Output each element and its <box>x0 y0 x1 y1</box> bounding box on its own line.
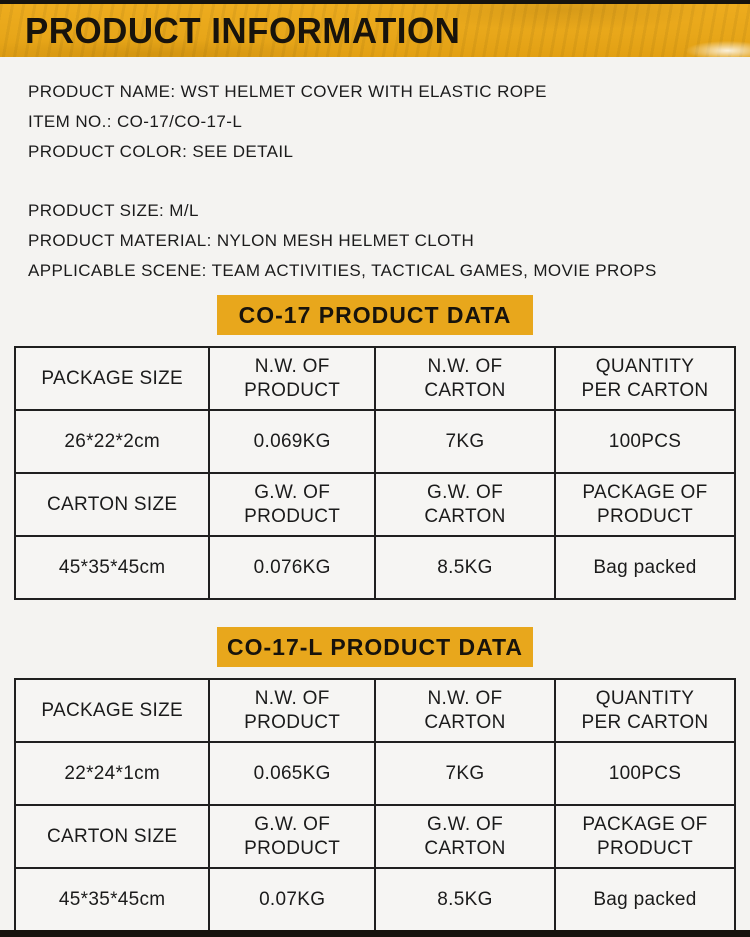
product-data-sections: CO-17 PRODUCT DATA PACKAGE SIZE N.W. OF PR… <box>0 295 750 932</box>
page-header: PRODUCT INFORMATION <box>0 4 750 57</box>
table-cell: 7KG <box>373 741 556 806</box>
table-cell: G.W. OF CARTON <box>373 472 556 537</box>
table-cell: 45*35*45cm <box>13 535 211 600</box>
table-cell: 8.5KG <box>373 867 556 932</box>
info-line-product-size: PRODUCT SIZE: M/L <box>28 201 199 220</box>
table-row: PACKAGE SIZE N.W. OF PRODUCT N.W. OF CARTO… <box>13 678 737 743</box>
table-cell: G.W. OF PRODUCT <box>208 804 376 869</box>
table-cell: Bag packed <box>553 535 737 600</box>
table-row: PACKAGE SIZE N.W. OF PRODUCT N.W. OF CARTO… <box>13 346 737 411</box>
info-line-product-color: PRODUCT COLOR: SEE DETAIL <box>28 142 294 161</box>
table-row: 45*35*45cm 0.076KG 8.5KG Bag packed <box>13 535 737 600</box>
page-title: PRODUCT INFORMATION <box>25 9 461 51</box>
table-cell: CARTON SIZE <box>13 472 211 537</box>
table-cell: N.W. OF PRODUCT <box>208 678 376 743</box>
table-cell: PACKAGE OF PRODUCT <box>553 804 737 869</box>
table-cell: PACKAGE OF PRODUCT <box>553 472 737 537</box>
table-cell: QUANTITY PER CARTON <box>553 346 737 411</box>
table-cell: PACKAGE SIZE <box>13 346 211 411</box>
top-black-strip <box>0 0 750 4</box>
bottom-black-strip <box>0 930 750 937</box>
info-line-product-name: PRODUCT NAME: WST HELMET COVER WITH ELAS… <box>28 82 547 101</box>
table-cell: QUANTITY PER CARTON <box>553 678 737 743</box>
table-cell: N.W. OF PRODUCT <box>208 346 376 411</box>
info-line-applicable-scene: APPLICABLE SCENE: TEAM ACTIVITIES, TACTI… <box>28 261 657 280</box>
table-row: 45*35*45cm 0.07KG 8.5KG Bag packed <box>13 867 737 932</box>
info-line-product-material: PRODUCT MATERIAL: NYLON MESH HELMET CLOT… <box>28 231 475 250</box>
info-group-basic: PRODUCT NAME: WST HELMET COVER WITH ELAS… <box>28 77 750 167</box>
table-cell: 26*22*2cm <box>13 409 211 474</box>
table-cell: 0.065KG <box>208 741 376 806</box>
table-row: CARTON SIZE G.W. OF PRODUCT G.W. OF CARTON… <box>13 472 737 537</box>
table-cell: N.W. OF CARTON <box>373 678 556 743</box>
section-banner: CO-17-L PRODUCT DATA <box>217 627 533 667</box>
product-data-table: PACKAGE SIZE N.W. OF PRODUCT N.W. OF CARTO… <box>13 346 737 600</box>
table-cell: 100PCS <box>553 741 737 806</box>
table-cell: 8.5KG <box>373 535 556 600</box>
table-row: CARTON SIZE G.W. OF PRODUCT G.W. OF CARTON… <box>13 804 737 869</box>
table-cell: PACKAGE SIZE <box>13 678 211 743</box>
section-banner: CO-17 PRODUCT DATA <box>217 295 533 335</box>
table-cell: 7KG <box>373 409 556 474</box>
table-cell: 0.069KG <box>208 409 376 474</box>
table-cell: CARTON SIZE <box>13 804 211 869</box>
table-cell: 0.07KG <box>208 867 376 932</box>
table-cell: Bag packed <box>553 867 737 932</box>
product-info-list: PRODUCT NAME: WST HELMET COVER WITH ELAS… <box>28 77 750 286</box>
table-row: 26*22*2cm 0.069KG 7KG 100PCS <box>13 409 737 474</box>
table-cell: G.W. OF PRODUCT <box>208 472 376 537</box>
table-cell: 22*24*1cm <box>13 741 211 806</box>
table-cell: 100PCS <box>553 409 737 474</box>
info-group-details: PRODUCT SIZE: M/L PRODUCT MATERIAL: NYLO… <box>28 196 750 286</box>
table-row: 22*24*1cm 0.065KG 7KG 100PCS <box>13 741 737 806</box>
table-cell: 45*35*45cm <box>13 867 211 932</box>
table-cell: G.W. OF CARTON <box>373 804 556 869</box>
table-cell: 0.076KG <box>208 535 376 600</box>
table-cell: N.W. OF CARTON <box>373 346 556 411</box>
info-line-item-no: ITEM NO.: CO-17/CO-17-L <box>28 112 243 131</box>
product-data-table: PACKAGE SIZE N.W. OF PRODUCT N.W. OF CARTO… <box>13 678 737 932</box>
